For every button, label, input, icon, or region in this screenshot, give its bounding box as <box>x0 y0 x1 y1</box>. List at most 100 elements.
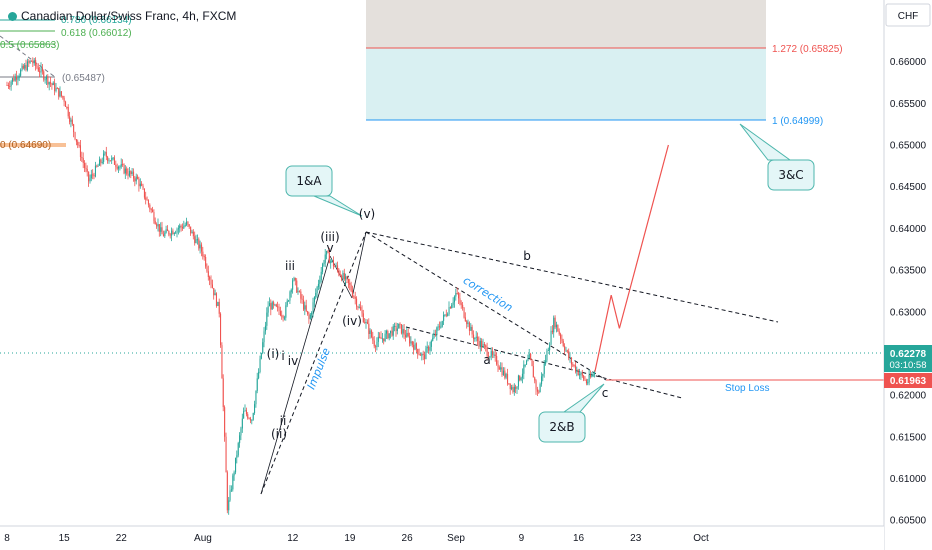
candle-body <box>451 304 453 309</box>
candle-body <box>82 158 84 163</box>
candle-body <box>430 340 432 347</box>
candle-body <box>264 325 266 332</box>
candle-body <box>196 239 198 241</box>
candle-body <box>70 119 72 122</box>
y-tick-label: 0.65500 <box>890 99 927 110</box>
candle-body <box>122 164 124 165</box>
candle-body <box>539 384 541 393</box>
x-tick-label: 8 <box>4 533 10 544</box>
candle-body <box>453 296 455 303</box>
candle-body <box>443 315 445 321</box>
candle-body <box>300 291 302 299</box>
candle-body <box>369 330 371 334</box>
candle-body <box>199 244 201 249</box>
candle-body <box>32 61 34 64</box>
candle-body <box>127 173 129 176</box>
candle-body <box>373 340 375 347</box>
candle-body <box>424 354 426 360</box>
candle-body <box>36 65 38 68</box>
candle-body <box>63 97 65 102</box>
candle-body <box>406 332 408 338</box>
candle-body <box>415 343 417 350</box>
wave-label-a: a <box>483 353 490 367</box>
candle-body <box>455 293 457 297</box>
target-zone-upper <box>366 0 766 48</box>
candle-body <box>179 225 181 229</box>
candle-body <box>398 323 400 329</box>
candle-body <box>71 119 73 125</box>
price-axis[interactable]: 0.66000 0.65500 0.65000 0.64500 0.64000 0.635… <box>883 0 932 550</box>
x-tick-label: 19 <box>344 533 356 544</box>
y-tick-label: 0.60500 <box>890 516 927 527</box>
callout-1-a[interactable]: 1&A <box>285 165 363 217</box>
time-axis[interactable]: 8 15 22 Aug 12 19 26 Sep 9 16 23 Oct <box>0 525 884 550</box>
wave-label-i-paren: (i) <box>267 347 280 361</box>
candle-body <box>187 221 189 225</box>
candle-body <box>498 367 500 370</box>
candle-body <box>432 337 434 341</box>
candle-body <box>228 500 230 511</box>
candle-body <box>433 334 435 338</box>
candle-body <box>115 164 117 167</box>
currency-label: CHF <box>898 11 919 22</box>
candle-body <box>474 337 476 340</box>
candle-body <box>225 436 227 473</box>
candle-body <box>218 301 220 314</box>
candle-body <box>580 372 582 375</box>
candle-body <box>213 288 215 296</box>
candle-body <box>462 304 464 308</box>
candle-body <box>55 88 57 92</box>
wave-label-v: v <box>326 241 333 255</box>
currency-box[interactable] <box>885 3 931 27</box>
candle-body <box>460 303 462 305</box>
candle-body <box>65 101 67 107</box>
candle-body <box>535 380 537 390</box>
candle-body <box>530 353 532 360</box>
candle-body <box>547 350 549 352</box>
callout-3-c[interactable]: 3&C <box>739 123 815 191</box>
callout-2-b[interactable]: 2&B <box>538 383 605 443</box>
candle-body <box>456 293 458 295</box>
candle-body <box>109 160 111 162</box>
last-price-tag <box>884 345 932 372</box>
candle-body <box>277 306 279 308</box>
candle-body <box>534 377 536 381</box>
candle-body <box>130 171 132 174</box>
candle-body <box>289 292 291 301</box>
candle-body <box>505 374 507 378</box>
x-tick-label: 26 <box>402 533 414 544</box>
candle-body <box>309 314 311 319</box>
candle-body <box>566 350 568 352</box>
candle-body <box>572 364 574 366</box>
candle-body <box>296 280 298 293</box>
candle-body <box>316 286 318 293</box>
candle-body <box>6 85 8 86</box>
y-tick-label: 0.64500 <box>890 182 927 193</box>
candle-body <box>489 356 491 358</box>
candle-body <box>439 326 441 328</box>
candle-body <box>521 373 523 378</box>
x-tick-label: 15 <box>59 533 71 544</box>
candle-body <box>569 358 571 359</box>
candle-body <box>545 360 547 364</box>
candle-body <box>394 326 396 327</box>
candle-body <box>152 209 154 212</box>
candle-body <box>388 333 390 339</box>
candle-body <box>380 337 382 339</box>
x-tick-label: 23 <box>630 533 642 544</box>
wave-label-v-paren: (v) <box>359 207 375 221</box>
candle-body <box>483 344 485 346</box>
candle-body <box>482 344 484 348</box>
candle-body <box>407 332 409 337</box>
candle-body <box>288 300 290 302</box>
candle-body <box>100 159 102 163</box>
callout-2-b-text: 2&B <box>549 420 574 434</box>
candle-body <box>161 227 163 235</box>
candle-body <box>511 387 513 390</box>
candle-body <box>349 283 351 285</box>
candle-body <box>523 364 525 374</box>
candle-body <box>86 169 88 172</box>
candle-body <box>221 345 223 379</box>
candle-body <box>90 174 92 179</box>
